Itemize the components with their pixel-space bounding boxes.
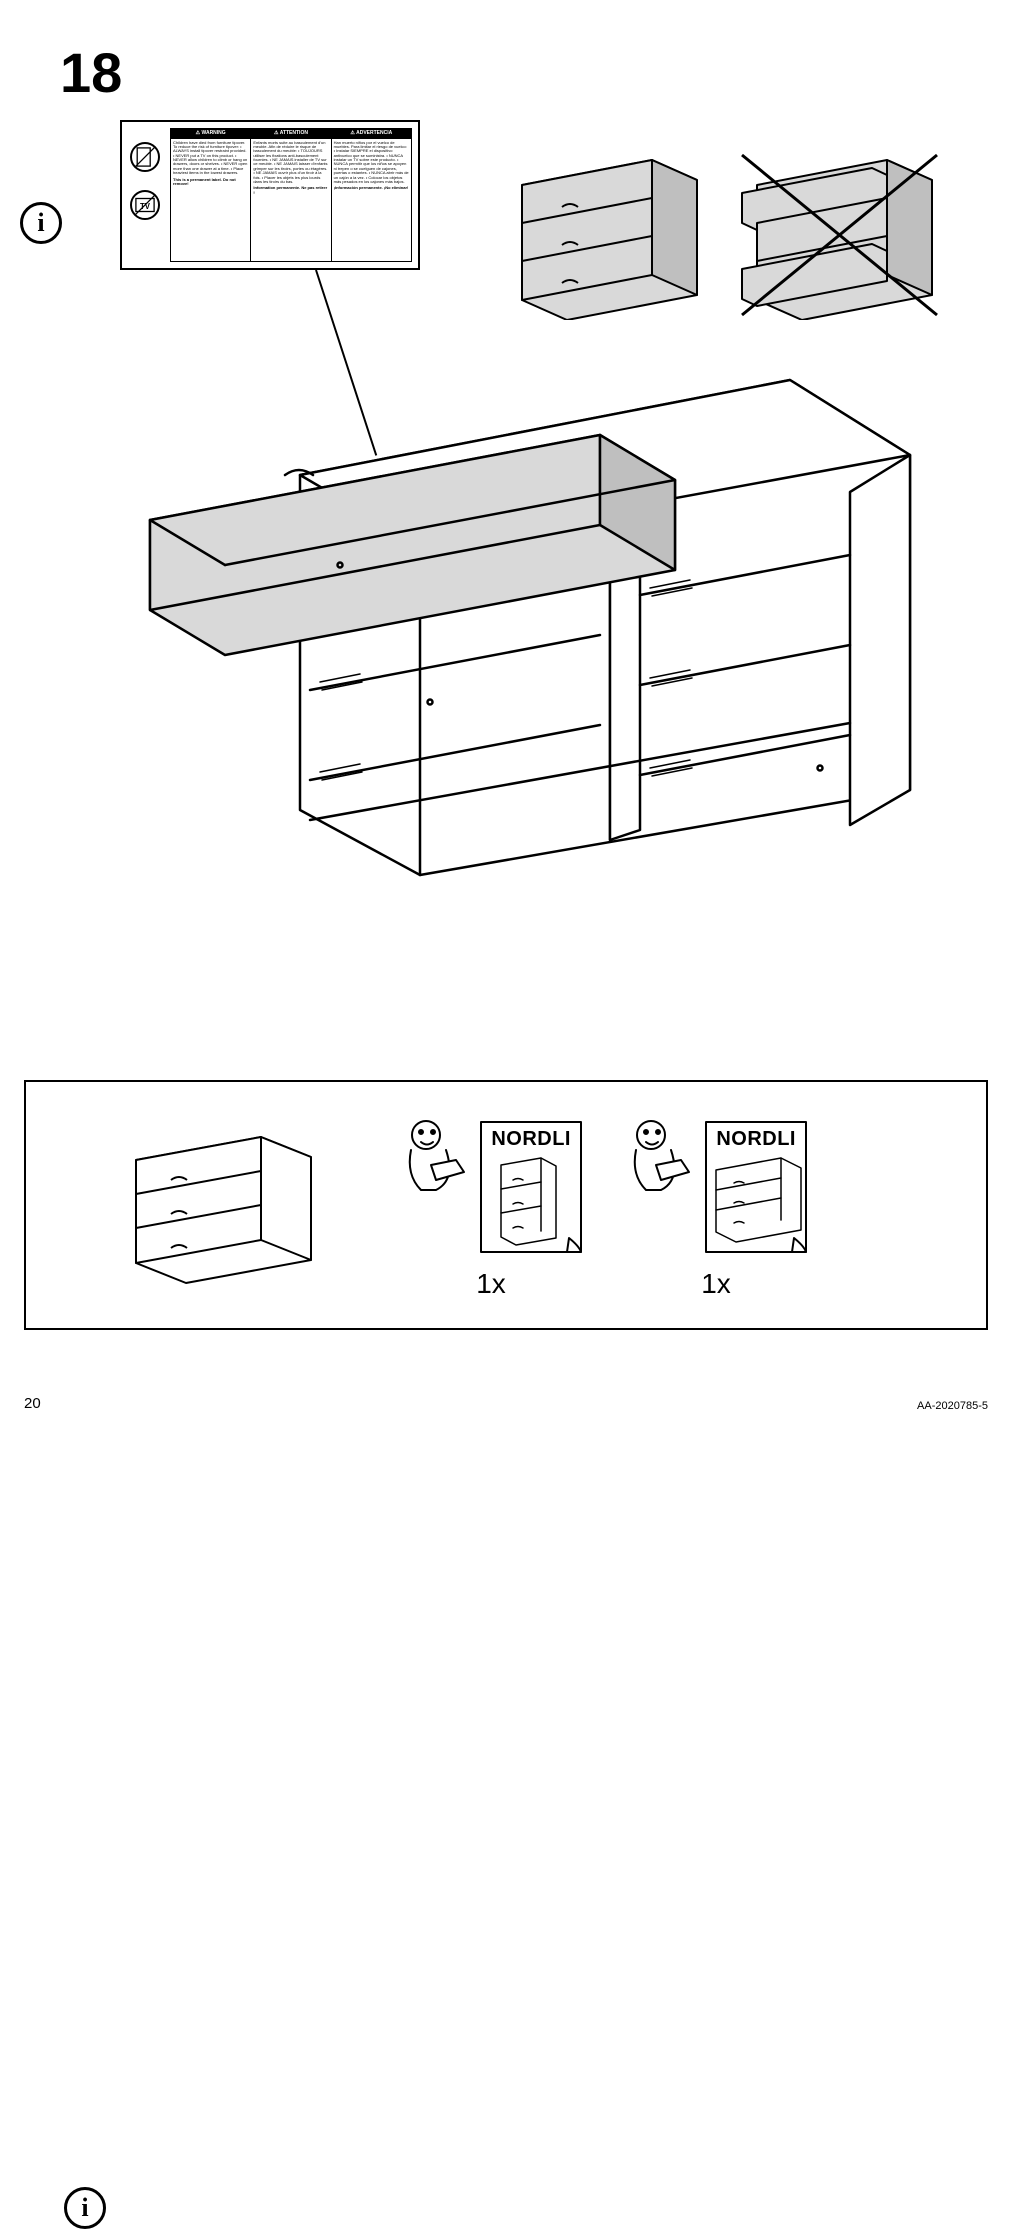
- warning-callout: TV ⚠ WARNING Children have died from fur…: [120, 120, 420, 270]
- warning-header-es: ⚠ ADVERTENCIA: [332, 129, 411, 139]
- tipover-icon: [130, 142, 160, 172]
- warning-col-en: ⚠ WARNING Children have died from furnit…: [171, 129, 251, 261]
- warning-icon-column: TV: [130, 142, 160, 220]
- warning-footer-es: ¡Información permanente. ¡No eliminar!: [334, 186, 409, 190]
- document-id: AA-2020785-5: [917, 1400, 988, 1412]
- booklet-1-qty: 1x: [476, 1268, 506, 1300]
- booklet-2-product: NORDLI: [716, 1128, 796, 1151]
- booklet-2: NORDLI 1x: [616, 1110, 816, 1300]
- warning-footer-fr: Information permanente. Ne pas retirer !: [253, 186, 328, 195]
- warning-col-fr: ⚠ ATTENTION Enfants morts suite au bascu…: [251, 129, 331, 261]
- incorrect-thumbnail: [737, 145, 942, 320]
- bottom-product-thumb: [116, 1125, 326, 1285]
- comparison-thumbnails: [502, 145, 942, 320]
- main-figure: TV ⚠ WARNING Children have died from fur…: [50, 120, 962, 900]
- booklet-1: NORDLI 1x: [391, 1110, 591, 1300]
- warning-body-es: Han muerto niños por el vuelco de mueble…: [334, 141, 409, 185]
- no-tv-icon: TV: [130, 190, 160, 220]
- bottom-info-box: i: [24, 1080, 988, 1330]
- main-dresser-illustration: [110, 320, 930, 880]
- warning-footer-en: This is a permanent label. Do not remove…: [173, 178, 248, 187]
- info-icon-top: i: [20, 202, 62, 244]
- booklet-1-product: NORDLI: [491, 1128, 571, 1151]
- booklet-2-qty: 1x: [701, 1268, 731, 1300]
- step-number: 18: [60, 40, 962, 105]
- warning-body-en: Children have died from furniture tipove…: [173, 141, 248, 176]
- correct-thumbnail: [502, 145, 707, 320]
- warning-header-en: ⚠ WARNING: [171, 129, 250, 139]
- svg-text:TV: TV: [140, 202, 151, 211]
- page: 18 i TV ⚠ WARNING Children have died fro…: [0, 0, 1012, 1432]
- page-number: 20: [24, 1395, 41, 1412]
- info-icon-bottom: i: [64, 2187, 106, 2229]
- warning-body-fr: Enfants morts suite au basculement d'un …: [253, 141, 328, 185]
- warning-table: ⚠ WARNING Children have died from furnit…: [170, 128, 412, 262]
- warning-header-fr: ⚠ ATTENTION: [251, 129, 330, 139]
- warning-col-es: ⚠ ADVERTENCIA Han muerto niños por el vu…: [332, 129, 411, 261]
